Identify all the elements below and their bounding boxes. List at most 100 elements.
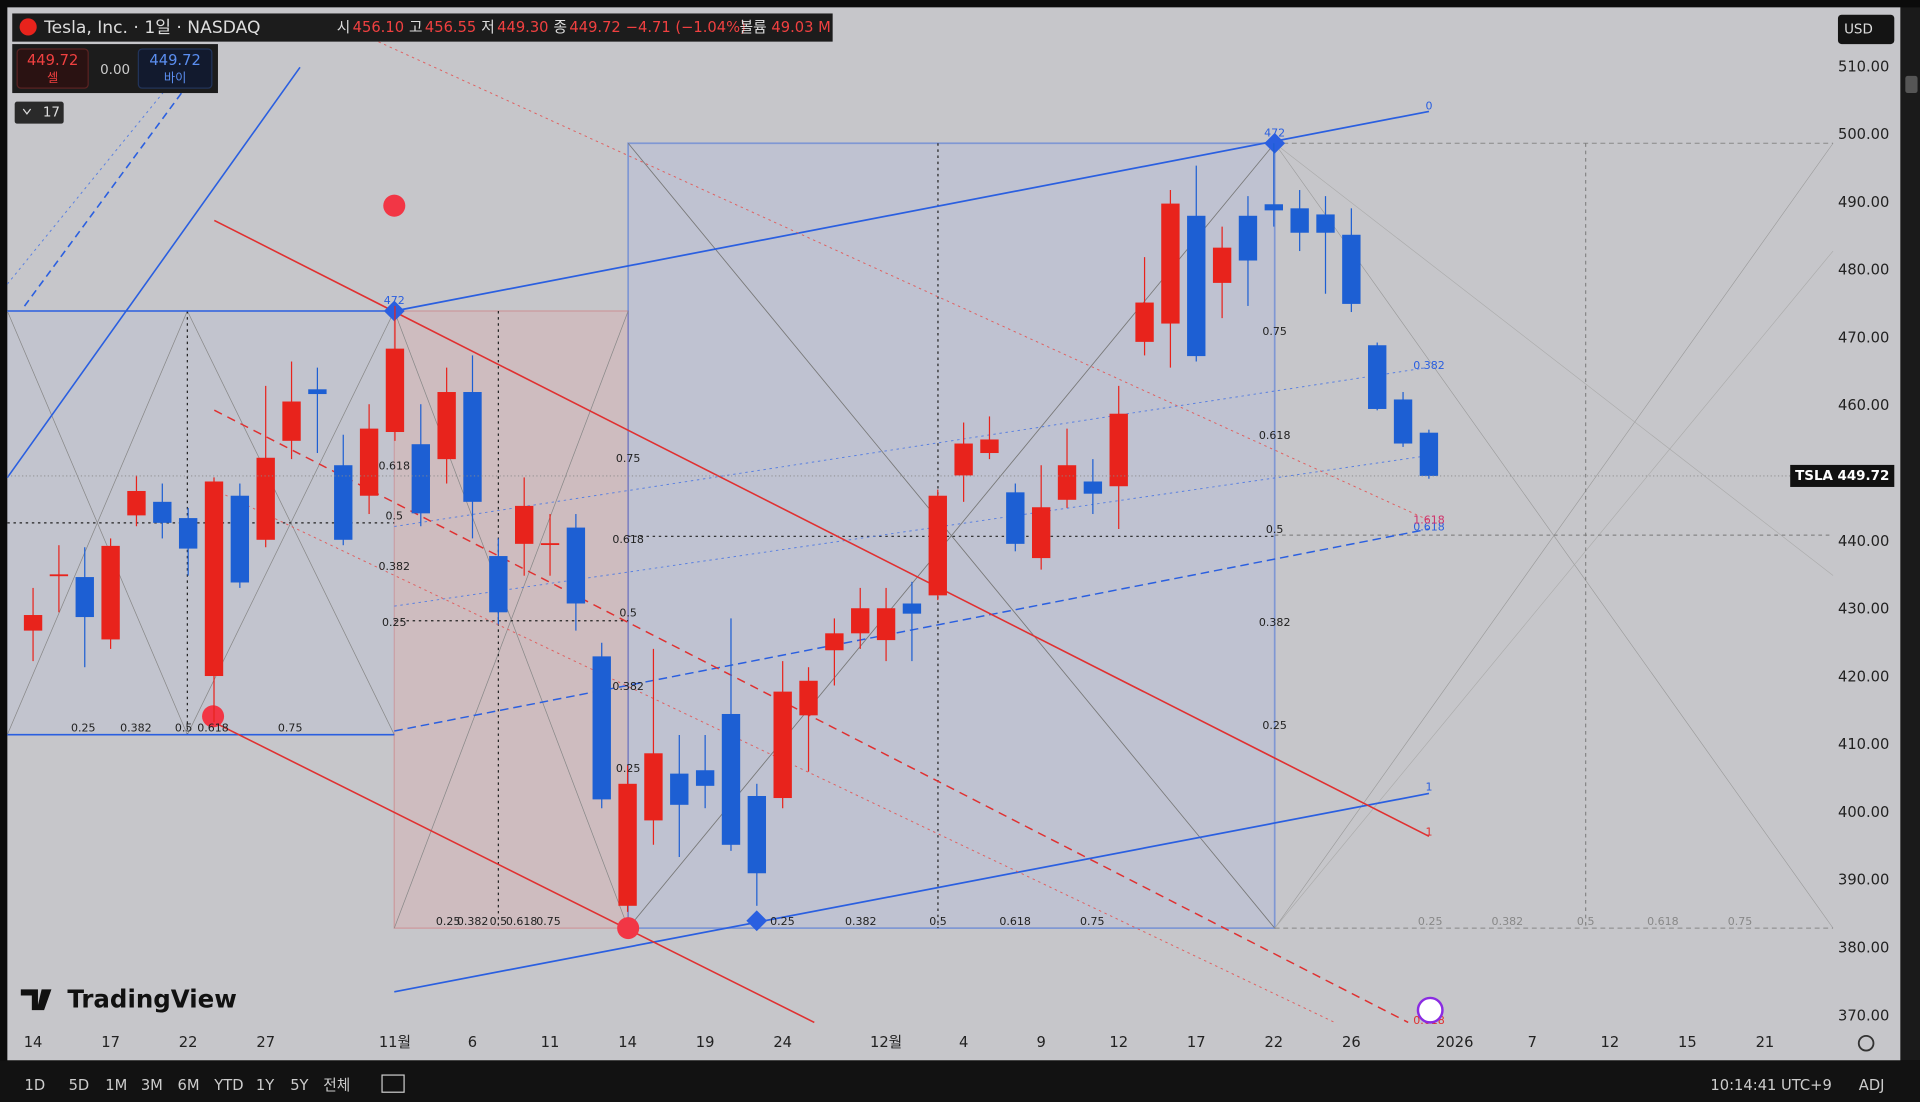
fib-label: 0.618 [1413, 521, 1445, 534]
range-button[interactable]: 5D [69, 1077, 90, 1094]
fib-label: 0.25 [1418, 915, 1443, 928]
currency-button[interactable] [1837, 14, 1895, 45]
candle-body [1083, 481, 1103, 494]
fib-label: 0.25 [1262, 719, 1287, 732]
range-button[interactable]: 6M [178, 1077, 200, 1094]
fib-label: 0.382 [845, 915, 877, 928]
candle-body [334, 465, 353, 540]
x-tick-label: 17 [101, 1034, 120, 1051]
fib-label: 0 [1425, 100, 1432, 113]
x-tick-label: 14 [24, 1034, 43, 1051]
fib-label: 0.618 [1259, 429, 1291, 442]
candle-body [618, 783, 637, 906]
candle-body [385, 348, 405, 433]
pivot-marker [617, 917, 640, 940]
indicator-toggle[interactable] [14, 101, 64, 124]
range-button[interactable]: 3M [141, 1077, 163, 1094]
range-button[interactable]: 1Y [256, 1077, 274, 1094]
fib-label: 1.618 [1413, 513, 1445, 526]
fib-label: 0.382 [1492, 915, 1524, 928]
candle-body [799, 680, 818, 716]
logo-mark [20, 989, 52, 1011]
ohlc-label: 저 [481, 19, 495, 36]
candle-body [1290, 208, 1309, 233]
price-tag [1790, 464, 1895, 487]
y-tick-label: 490.00 [1838, 194, 1889, 211]
fib-label: 0.25 [71, 722, 96, 735]
sell-price: 449.72 [27, 52, 78, 69]
candle-body [670, 773, 689, 805]
x-tick-label: 26 [1342, 1034, 1361, 1051]
fib-label: 0.25 [436, 915, 461, 928]
y-tick-label: 400.00 [1838, 804, 1889, 821]
y-tick-label: 480.00 [1838, 262, 1889, 279]
alert-icon[interactable] [1416, 996, 1444, 1024]
volume-value: 49.03 M [771, 19, 830, 36]
candle-body [566, 527, 586, 604]
fib-label: 0.618 [506, 915, 538, 928]
candle-body [1135, 302, 1154, 342]
candle-body [1109, 413, 1128, 487]
buy-button[interactable] [137, 48, 213, 89]
trend-line [6, 67, 185, 285]
range-button[interactable]: 5Y [290, 1077, 308, 1094]
trend-line [394, 792, 1430, 993]
x-tick-label: 14 [618, 1034, 637, 1051]
scroll-thumb[interactable] [1905, 75, 1918, 94]
replay-button[interactable] [381, 1074, 405, 1093]
candle-body [127, 490, 146, 516]
range-button[interactable]: YTD [213, 1077, 243, 1094]
fib-label: 0.5 [1577, 915, 1595, 928]
fib-label: 0.5 [929, 915, 947, 928]
x-tick-label: 2026 [1436, 1034, 1473, 1051]
fib-label: 472 [384, 294, 405, 307]
range-button[interactable]: 1D [24, 1077, 45, 1094]
fib-label: 472 [1264, 126, 1285, 139]
candle-body [489, 556, 508, 613]
fib-label: 0.382 [1413, 359, 1445, 372]
y-tick-label: 510.00 [1838, 58, 1889, 75]
candle-body [1419, 432, 1439, 476]
candle-body [437, 392, 456, 460]
candle-body [1187, 215, 1206, 357]
candle-body [825, 633, 844, 651]
x-tick-label: 22 [179, 1034, 198, 1051]
x-tick-label: 12 [1600, 1034, 1619, 1051]
gann-line [393, 310, 629, 929]
x-tick-label: 12 [1109, 1034, 1128, 1051]
y-tick-label: 410.00 [1838, 736, 1889, 753]
fib-label: 0.5 [490, 915, 508, 928]
candle-body [1368, 345, 1387, 409]
settings-icon[interactable] [1857, 1034, 1875, 1052]
y-tick-label: 420.00 [1838, 668, 1889, 685]
candle-body [592, 656, 611, 800]
fib-label: 0.382 [612, 680, 644, 693]
range-button[interactable]: 전체 [323, 1077, 350, 1094]
currency: USD [1844, 22, 1873, 37]
clock: 10:14:41 UTC+9 [1710, 1077, 1831, 1094]
adj-button[interactable]: ADJ [1859, 1077, 1885, 1094]
fib-label: 0.382 [120, 722, 152, 735]
fib-label: 0.75 [536, 915, 561, 928]
candle-body [928, 495, 947, 596]
x-tick-label: 9 [1036, 1034, 1045, 1051]
y-tick-label: 390.00 [1838, 872, 1889, 889]
fib-label: 0.75 [616, 452, 641, 465]
candle-body [75, 577, 94, 618]
range-button[interactable]: 1M [105, 1077, 127, 1094]
candle-body [515, 505, 534, 544]
trend-line [394, 455, 1430, 607]
symbol-title: Tesla, Inc. · 1일 · NASDAQ [43, 18, 260, 38]
sell-label: 셀 [47, 71, 58, 85]
y-tick-label: 500.00 [1838, 126, 1889, 143]
spread: 0.00 [100, 63, 130, 78]
price-tag-price: 449.72 [1837, 469, 1889, 484]
gann-line [1274, 143, 1834, 576]
candle-body [153, 501, 172, 523]
pivot-marker [383, 300, 405, 322]
sell-button[interactable] [16, 48, 89, 89]
y-tick-label: 460.00 [1838, 397, 1889, 414]
candle-body [902, 603, 922, 614]
